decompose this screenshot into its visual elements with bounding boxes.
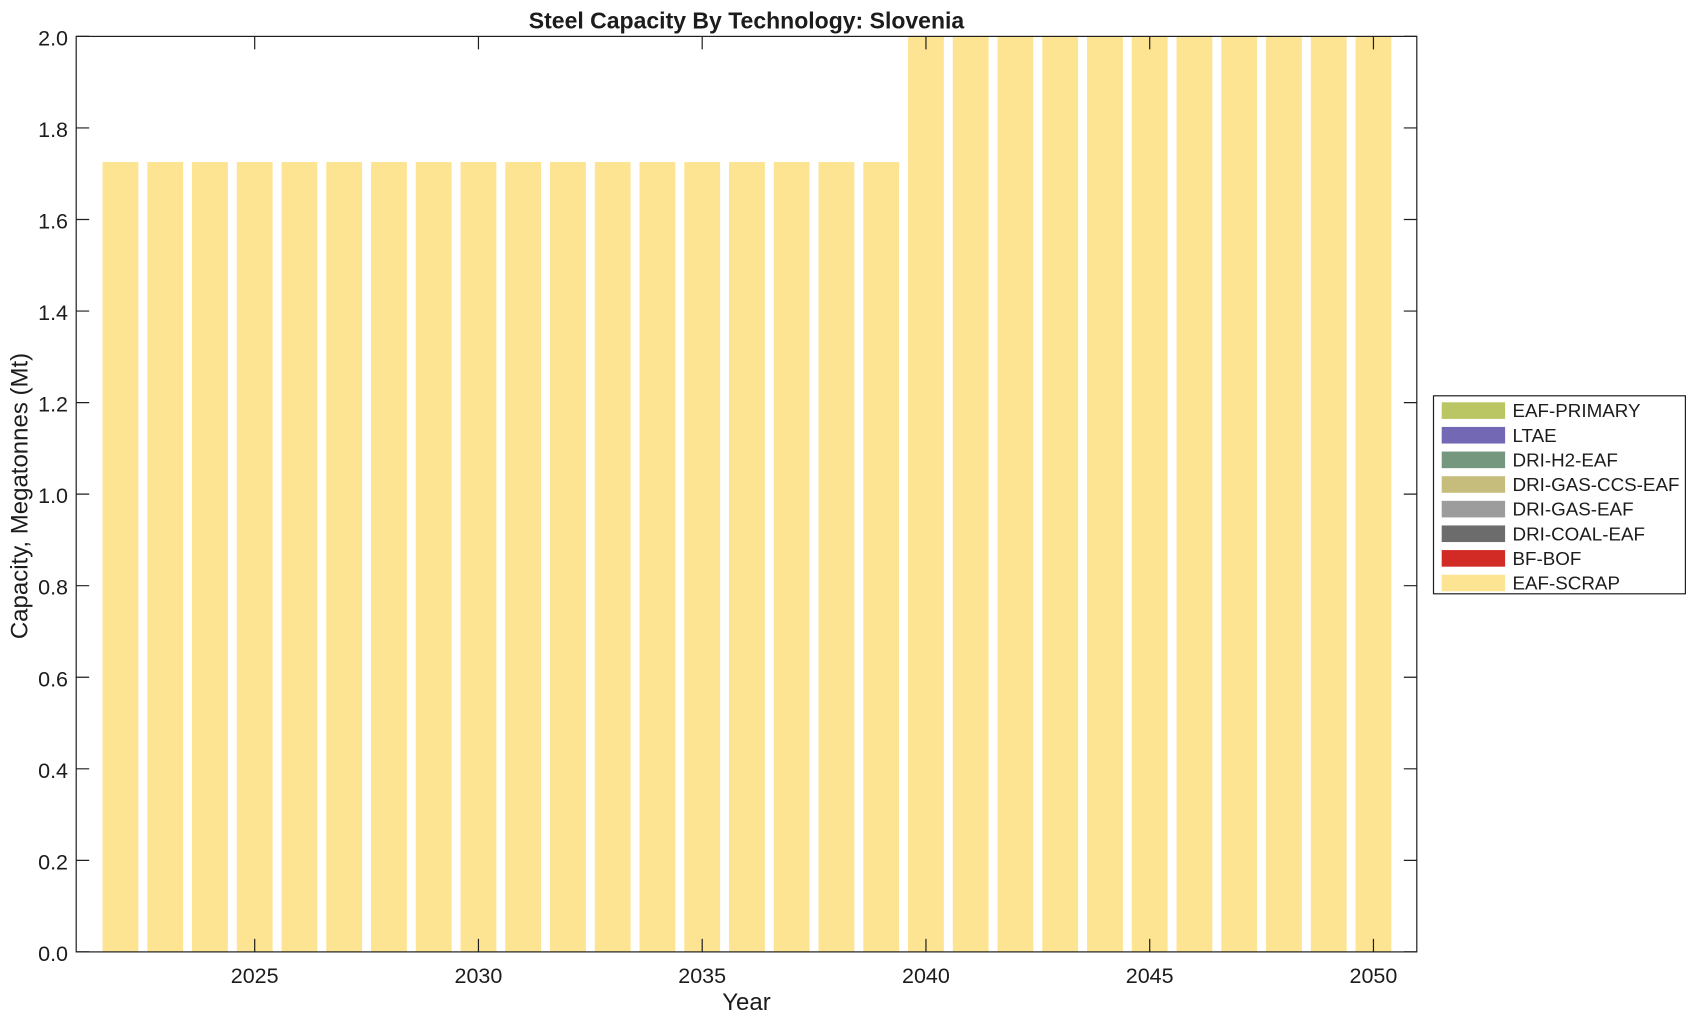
svg-text:Capacity, Megatonnes (Mt): Capacity, Megatonnes (Mt)	[7, 353, 34, 639]
svg-text:Steel Capacity By Technology:: Steel Capacity By Technology: Slovenia	[529, 8, 965, 34]
svg-text:1.2: 1.2	[38, 393, 68, 417]
svg-text:2.0: 2.0	[38, 26, 68, 50]
svg-text:2030: 2030	[455, 964, 503, 988]
svg-text:0.8: 0.8	[38, 576, 68, 600]
svg-text:DRI-H2-EAF: DRI-H2-EAF	[1513, 449, 1618, 470]
svg-text:0.0: 0.0	[38, 942, 68, 966]
svg-text:BF-BOF: BF-BOF	[1513, 548, 1582, 569]
svg-text:LTAE: LTAE	[1513, 425, 1557, 446]
svg-text:1.0: 1.0	[38, 484, 68, 508]
svg-text:1.4: 1.4	[38, 301, 68, 325]
svg-text:EAF-PRIMARY: EAF-PRIMARY	[1513, 400, 1641, 421]
svg-text:0.6: 0.6	[38, 667, 68, 691]
svg-text:DRI-COAL-EAF: DRI-COAL-EAF	[1513, 523, 1646, 544]
svg-text:0.4: 0.4	[38, 759, 68, 783]
svg-text:DRI-GAS-EAF: DRI-GAS-EAF	[1513, 499, 1634, 520]
svg-text:0.2: 0.2	[38, 850, 68, 874]
svg-text:DRI-GAS-CCS-EAF: DRI-GAS-CCS-EAF	[1513, 474, 1680, 495]
svg-text:EAF-SCRAP: EAF-SCRAP	[1513, 573, 1621, 594]
svg-text:1.8: 1.8	[38, 118, 68, 142]
svg-text:2045: 2045	[1126, 964, 1174, 988]
svg-text:2025: 2025	[231, 964, 279, 988]
svg-text:Year: Year	[722, 989, 771, 1016]
svg-text:2050: 2050	[1350, 964, 1398, 988]
svg-text:1.6: 1.6	[38, 210, 68, 234]
svg-text:2040: 2040	[902, 964, 950, 988]
svg-text:2035: 2035	[678, 964, 726, 988]
